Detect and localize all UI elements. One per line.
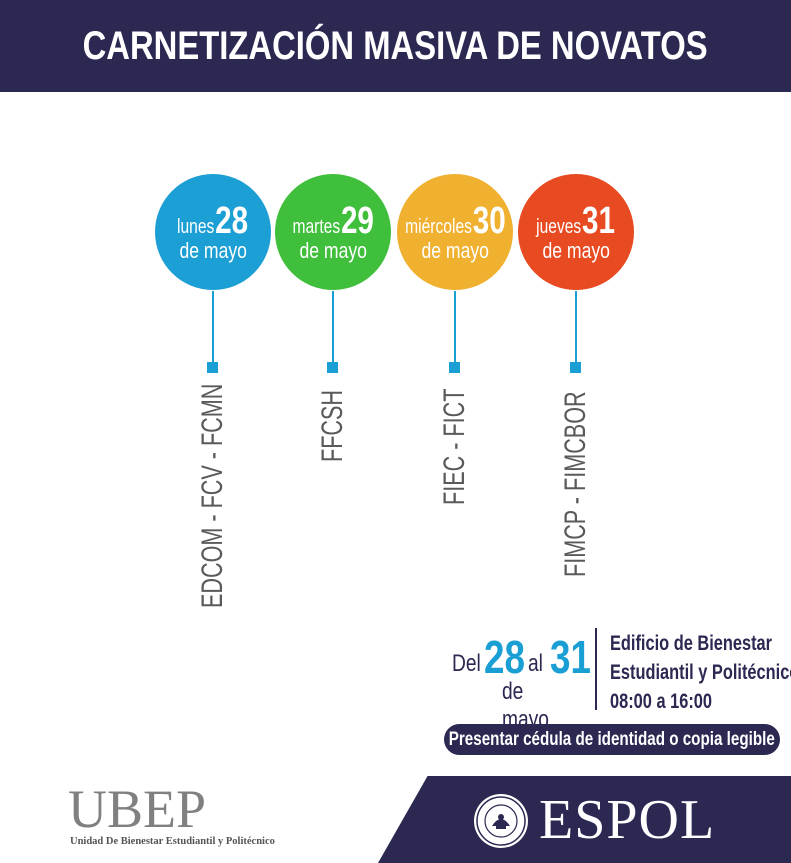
weekday-label: lunes bbox=[177, 216, 215, 238]
date-from-label: Del bbox=[452, 650, 481, 677]
weekday-label: martes bbox=[292, 216, 340, 238]
day-circle-martes: martes 29 de mayo bbox=[275, 174, 391, 290]
date-range: Del 28 al 31 de mayo bbox=[440, 626, 591, 733]
connector-dot bbox=[207, 362, 218, 373]
ubep-subtitle: Unidad De Bienestar Estudiantil y Polité… bbox=[70, 836, 275, 847]
connector-line bbox=[454, 291, 456, 363]
faculty-label: FIEC - FICT bbox=[438, 388, 471, 505]
espol-band bbox=[378, 776, 791, 863]
divider bbox=[595, 628, 597, 710]
date-to-label: al bbox=[528, 650, 543, 677]
day-number: 29 bbox=[340, 200, 374, 242]
day-number: 31 bbox=[582, 200, 616, 242]
date-start: 28 bbox=[484, 631, 525, 683]
connector-line bbox=[212, 291, 214, 363]
month-label: de mayo bbox=[542, 238, 610, 263]
weekday-label: jueves bbox=[536, 216, 582, 238]
month-label: de mayo bbox=[421, 238, 489, 263]
day-number: 28 bbox=[215, 200, 249, 242]
date-end: 31 bbox=[550, 631, 591, 683]
faculty-label: FFCSH bbox=[316, 390, 349, 462]
day-circle-lunes: lunes 28 de mayo bbox=[155, 174, 271, 290]
header-banner: CARNETIZACIÓN MASIVA DE NOVATOS bbox=[0, 0, 791, 92]
connector-line bbox=[332, 291, 334, 363]
connector-line bbox=[575, 291, 577, 363]
month-label: de mayo bbox=[179, 238, 247, 263]
faculty-label: EDCOM - FCV - FCMN bbox=[196, 383, 229, 608]
requirement-notice: Presentar cédula de identidad o copia le… bbox=[444, 724, 780, 755]
day-circle-miercoles: miércoles 30 de mayo bbox=[397, 174, 513, 290]
faculty-label: FIMCP - FIMCBOR bbox=[559, 391, 592, 577]
hours: 08:00 a 16:00 bbox=[610, 690, 713, 713]
espol-seal-icon bbox=[474, 794, 528, 848]
requirement-text: Presentar cédula de identidad o copia le… bbox=[448, 728, 776, 750]
venue-info: Edificio de Bienestar Estudiantil y Poli… bbox=[610, 629, 791, 716]
month-label: de mayo bbox=[299, 238, 367, 263]
page-title: CARNETIZACIÓN MASIVA DE NOVATOS bbox=[82, 23, 709, 68]
weekday-label: miércoles bbox=[404, 216, 472, 238]
connector-dot bbox=[570, 362, 581, 373]
venue-line-2: Estudiantil y Politécnico bbox=[610, 661, 791, 684]
day-number: 30 bbox=[472, 200, 506, 242]
day-circle-jueves: jueves 31 de mayo bbox=[518, 174, 634, 290]
ubep-logo: UBEP bbox=[68, 779, 207, 839]
connector-dot bbox=[449, 362, 460, 373]
espol-logo: ESPOL bbox=[539, 789, 716, 851]
connector-dot bbox=[327, 362, 338, 373]
venue-line-1: Edificio de Bienestar bbox=[610, 632, 773, 655]
